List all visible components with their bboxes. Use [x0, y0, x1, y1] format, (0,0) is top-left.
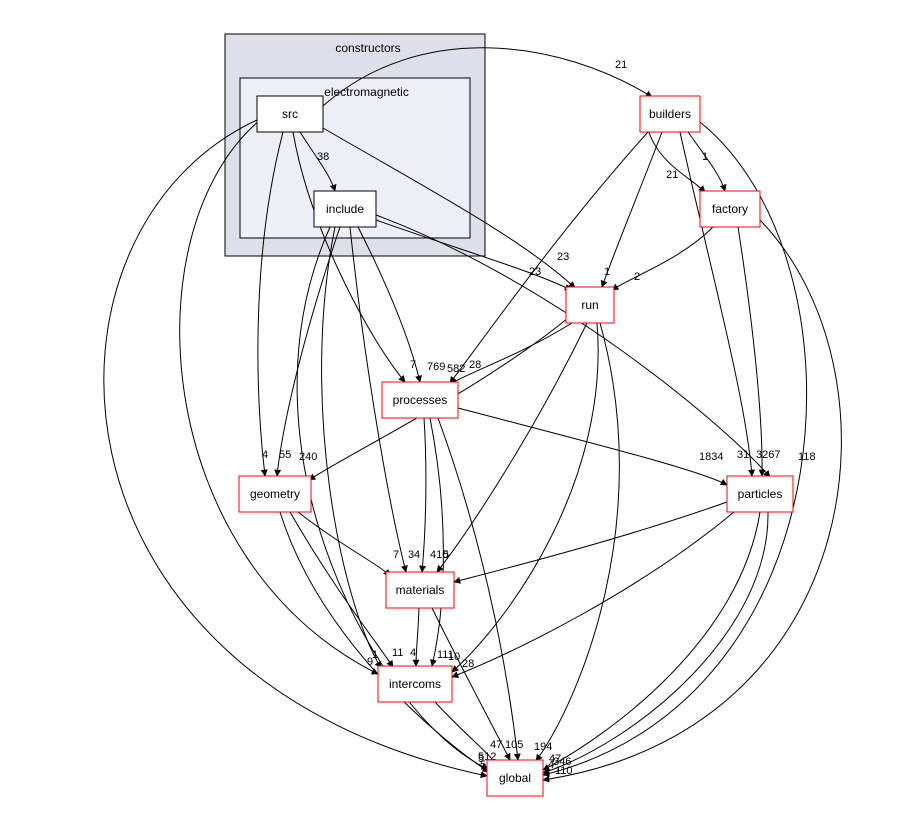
edge-label-run-geometry: 240 — [299, 451, 317, 463]
edge-builders-factory — [648, 130, 705, 192]
edge-label-particles-global: 47 — [549, 753, 561, 765]
edge-label-include-run: 23 — [557, 251, 569, 263]
edge-label-include-particles: 118 — [798, 451, 816, 463]
node-label-include: include — [326, 202, 364, 216]
edge-processes-intercoms — [430, 418, 443, 666]
edge-label-processes-particles: 1834 — [699, 451, 723, 463]
edge-label-builders-processes: 28 — [469, 359, 481, 371]
node-label-builders: builders — [649, 107, 691, 121]
node-label-processes: processes — [393, 393, 448, 407]
edge-label-processes-global: 105 — [505, 739, 523, 751]
edge-label-src-include: 38 — [317, 151, 329, 163]
node-label-particles: particles — [738, 487, 783, 501]
edge-label-include-processes: 769 — [427, 361, 445, 373]
edge-label-intercoms-global: 110 — [555, 765, 573, 777]
node-label-src: src — [282, 107, 298, 121]
edge-particles-intercoms — [452, 512, 734, 677]
edge-processes-materials — [422, 418, 426, 572]
edge-label-factory-run: 1 — [604, 266, 610, 278]
node-label-factory: factory — [712, 202, 748, 216]
edge-particles-materials — [454, 502, 727, 582]
node-label-intercoms: intercoms — [389, 677, 441, 691]
edge-run-materials — [437, 323, 587, 572]
edge-include-geometry — [277, 227, 340, 476]
edge-label-run-global: 194 — [534, 741, 552, 753]
edge-label-run-processes: 582 — [447, 363, 465, 375]
edge-label-src-builders: 21 — [615, 59, 627, 71]
dependency-graph: constructorselectromagnetic2138237415122… — [0, 0, 915, 816]
node-label-run: run — [581, 298, 598, 312]
edge-label-builders-particles: 31 — [737, 449, 749, 461]
edge-label-builders-factory: 21 — [666, 169, 678, 181]
edge-label-geometry-intercoms: 11 — [392, 647, 403, 659]
edge-factory-particles — [738, 227, 762, 476]
edge-materials-intercoms — [416, 608, 419, 666]
edge-label-include-materials: 7 — [393, 549, 399, 561]
edge-label-builders-factory: 1 — [702, 151, 708, 163]
edge-label-factory-particles: 3267 — [756, 449, 780, 461]
edge-label-materials-global: 47 — [490, 739, 502, 751]
cluster-label-constructors: constructors — [335, 41, 400, 55]
edge-label-particles-materials: 4 — [414, 549, 420, 561]
edge-particles-global — [543, 512, 760, 770]
edge-run-processes — [450, 323, 572, 384]
edge-include-intercoms — [322, 227, 381, 668]
edge-builders-run — [602, 132, 662, 287]
node-label-global: global — [499, 771, 531, 785]
edge-label-src-geometry: 4 — [262, 449, 268, 461]
edge-factory-run — [612, 227, 713, 290]
edge-geometry-global — [280, 512, 489, 772]
edge-run-intercoms — [452, 323, 598, 672]
edge-label-materials-intercoms: 4 — [410, 647, 416, 659]
edge-processes-particles — [458, 408, 727, 485]
edge-label-processes-materials: 410 — [430, 549, 448, 561]
node-label-geometry: geometry — [250, 487, 300, 501]
edge-label-include-geometry: 55 — [279, 449, 291, 461]
cluster-label-electromagnetic: electromagnetic — [324, 85, 409, 99]
node-label-materials: materials — [396, 583, 445, 597]
